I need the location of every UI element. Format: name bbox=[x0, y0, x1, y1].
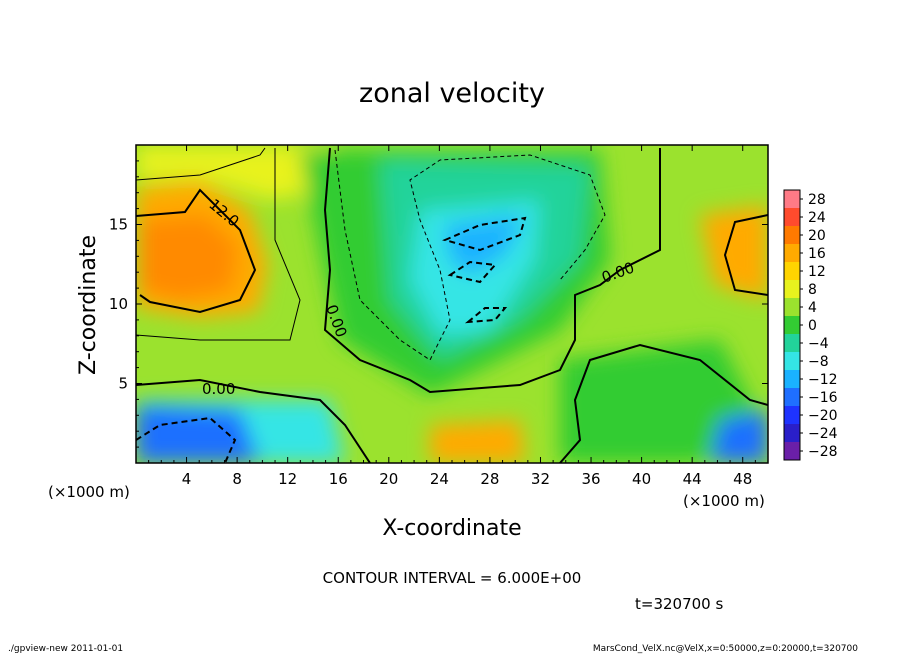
x-tick-label: 36 bbox=[581, 470, 600, 488]
x-unit-label-left: (×1000 m) bbox=[48, 483, 130, 501]
contour-0-lower bbox=[136, 378, 371, 463]
colorbar-swatch bbox=[784, 334, 800, 352]
contour-lines bbox=[136, 147, 768, 463]
warm-region-right bbox=[700, 205, 768, 300]
blue-bottom-left bbox=[136, 405, 260, 463]
colorbar-swatch bbox=[784, 244, 800, 262]
colorbar-label: −28 bbox=[808, 444, 838, 460]
colorbar-swatch bbox=[784, 208, 800, 226]
colorbar-label: 24 bbox=[808, 210, 826, 226]
colorbar-label: 0 bbox=[808, 318, 817, 334]
contour-minus6 bbox=[334, 149, 606, 361]
colorbar-swatch bbox=[784, 442, 800, 460]
colorbar-swatch bbox=[784, 316, 800, 334]
x-unit-label-right: (×1000 m) bbox=[683, 492, 765, 510]
colorbar-label: 8 bbox=[808, 282, 817, 298]
footer-left: ./gpview-new 2011-01-01 bbox=[8, 644, 123, 654]
colorbar-label: 12 bbox=[808, 264, 826, 280]
y-tick-label: 5 bbox=[118, 375, 128, 393]
colorbar-label: 28 bbox=[808, 192, 826, 208]
y-axis-ticks: 5 10 15 bbox=[109, 160, 768, 448]
blue-bottom-right bbox=[710, 410, 768, 463]
colorbar-swatch bbox=[784, 424, 800, 442]
contour-0-center bbox=[323, 147, 661, 394]
contour-12-right bbox=[723, 214, 768, 296]
x-tick-label: 48 bbox=[733, 470, 752, 488]
x-tick-label: 24 bbox=[430, 470, 449, 488]
y-tick-label: 15 bbox=[109, 216, 128, 234]
y-axis-label: Z-coordinate bbox=[76, 235, 101, 375]
colorbar-label: −12 bbox=[808, 372, 838, 388]
colorbar-swatch bbox=[784, 298, 800, 316]
chart-title: zonal velocity bbox=[359, 78, 545, 109]
colorbar-swatch bbox=[784, 226, 800, 244]
time-stamp: t=320700 s bbox=[635, 595, 723, 613]
contour-12-left bbox=[136, 188, 257, 314]
colorbar: 28 24 20 16 12 8 4 0 −4 −8 −12 −16 −20 −24 −28 bbox=[783, 189, 838, 461]
x-tick-label: 28 bbox=[480, 470, 499, 488]
warm-bottom-center bbox=[430, 420, 525, 463]
x-axis-label: X-coordinate bbox=[382, 516, 521, 541]
x-tick-label: 20 bbox=[379, 470, 398, 488]
colorbar-label: −20 bbox=[808, 408, 838, 424]
contour-0-right bbox=[559, 343, 768, 463]
x-axis-ticks: 4 8 12 16 20 24 28 32 36 40 44 48 bbox=[148, 145, 756, 488]
contour-label-0-lower: 0.00 bbox=[202, 380, 235, 398]
hot-core-left bbox=[140, 215, 238, 300]
colorbar-swatch bbox=[784, 370, 800, 388]
x-tick-label: 4 bbox=[182, 470, 192, 488]
contour-minus12-b bbox=[447, 260, 498, 284]
x-tick-label: 40 bbox=[632, 470, 651, 488]
yellow-band-top bbox=[136, 145, 330, 200]
colorbar-label: 16 bbox=[808, 246, 826, 262]
velocity-field: 12.0 0.00 0.00 0.00 bbox=[136, 145, 768, 463]
x-tick-label: 32 bbox=[531, 470, 550, 488]
colorbar-swatch bbox=[784, 190, 800, 208]
footer-right: MarsCond_VelX.nc@VelX,x=0:50000,z=0:2000… bbox=[593, 644, 858, 654]
x-tick-label: 16 bbox=[329, 470, 348, 488]
colorbar-label: 4 bbox=[808, 300, 817, 316]
blue-core bbox=[445, 215, 525, 275]
y-tick-label: 10 bbox=[109, 295, 128, 313]
colorbar-label: −8 bbox=[808, 354, 829, 370]
contour-interval-text: CONTOUR INTERVAL = 6.000E+00 bbox=[323, 569, 582, 587]
colorbar-swatch bbox=[784, 280, 800, 298]
colorbar-label: −16 bbox=[808, 390, 838, 406]
colorbar-swatch bbox=[784, 262, 800, 280]
green-bottom-right bbox=[560, 340, 760, 463]
colorbar-label: −4 bbox=[808, 336, 829, 352]
x-tick-label: 8 bbox=[232, 470, 242, 488]
contour-minus12-a bbox=[442, 216, 527, 252]
contour-6-upper bbox=[136, 147, 301, 341]
contour-minus12-c bbox=[464, 307, 508, 324]
colorbar-label: −24 bbox=[808, 426, 838, 442]
x-tick-label: 44 bbox=[683, 470, 702, 488]
colorbar-swatch bbox=[784, 352, 800, 370]
x-tick-label: 12 bbox=[278, 470, 297, 488]
colorbar-swatch bbox=[784, 406, 800, 424]
colorbar-swatch bbox=[784, 388, 800, 406]
colorbar-label: 20 bbox=[808, 228, 826, 244]
contour-minus12-bottom bbox=[136, 416, 237, 463]
